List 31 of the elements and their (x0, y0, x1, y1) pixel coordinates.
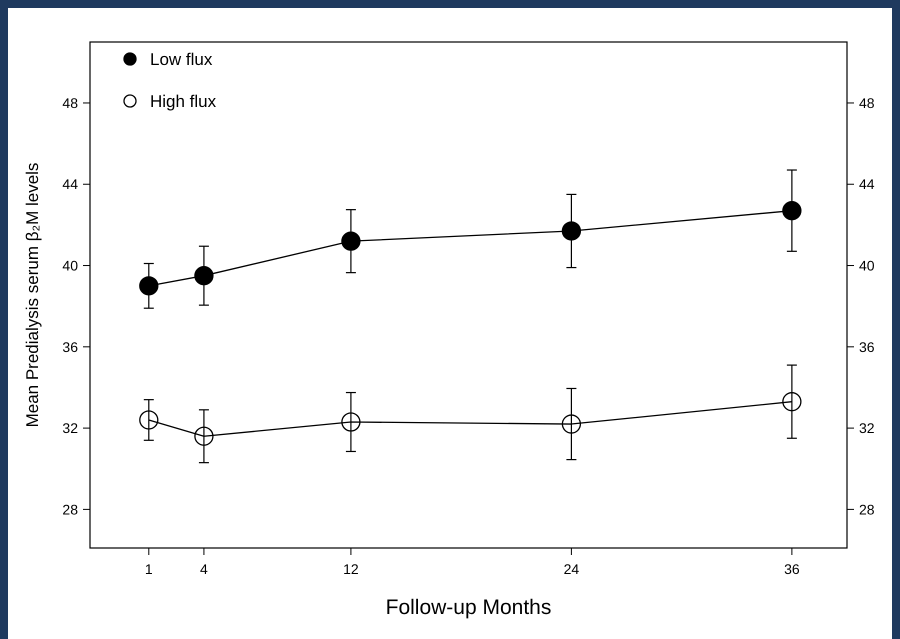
x-tick-label: 12 (343, 561, 359, 577)
point (341, 412, 361, 432)
y2-tick-label: 36 (859, 338, 875, 355)
y2-tick-label: 48 (859, 94, 875, 111)
point (782, 201, 802, 220)
y2-tick-label: 32 (859, 420, 875, 436)
x-tick-label: 1 (144, 561, 153, 577)
x-tick-label: 24 (564, 561, 580, 577)
y-tick-label: 28 (62, 501, 78, 518)
y-tick-label: 40 (62, 258, 78, 274)
point (139, 276, 158, 296)
legend-label: High flux (150, 92, 217, 111)
point (341, 232, 361, 251)
point (562, 414, 582, 434)
y2-tick-label: 28 (859, 501, 875, 518)
y-tick-label: 32 (62, 420, 78, 436)
legend-label: Low flux (150, 50, 213, 69)
point (194, 426, 214, 446)
point (194, 266, 214, 286)
y-tick-label: 48 (62, 94, 78, 111)
point (139, 410, 158, 430)
y-tick-label: 36 (62, 338, 78, 355)
y-tick-label: 44 (62, 176, 78, 192)
y2-tick-label: 40 (859, 258, 875, 274)
x-axis-title: Follow-up Months (386, 596, 552, 619)
x-tick-label: 36 (784, 561, 800, 577)
point (782, 392, 802, 412)
y-axis-title: Mean Predialysis serum β₂M levels (23, 162, 42, 428)
x-tick-label: 4 (200, 561, 208, 577)
point (562, 221, 582, 241)
y2-tick-label: 44 (859, 176, 875, 192)
